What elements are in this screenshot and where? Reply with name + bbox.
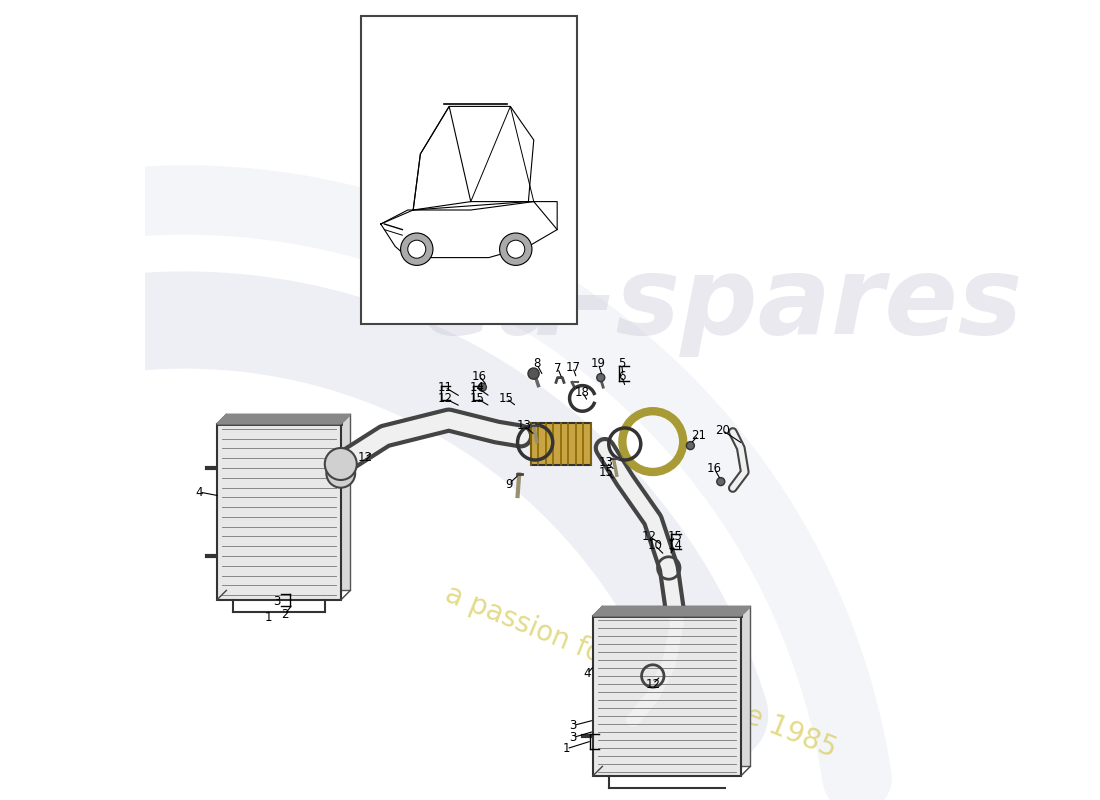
Text: 6: 6 <box>618 370 625 382</box>
FancyBboxPatch shape <box>531 423 591 465</box>
Polygon shape <box>414 106 534 210</box>
Text: 7: 7 <box>553 362 561 374</box>
Polygon shape <box>381 202 558 258</box>
Text: 17: 17 <box>565 361 581 374</box>
Text: 3: 3 <box>569 731 576 744</box>
Text: 15: 15 <box>668 530 683 542</box>
Text: 9: 9 <box>505 478 513 490</box>
Text: 14: 14 <box>668 539 683 552</box>
FancyBboxPatch shape <box>603 606 750 766</box>
Text: 12: 12 <box>358 451 372 464</box>
Text: 3: 3 <box>569 719 576 732</box>
Text: 21: 21 <box>691 429 706 442</box>
Text: 12: 12 <box>646 678 660 690</box>
Text: 3: 3 <box>273 595 280 608</box>
Text: 18: 18 <box>575 386 590 398</box>
Circle shape <box>408 240 426 258</box>
Circle shape <box>400 233 433 266</box>
Text: 15: 15 <box>470 392 484 405</box>
Circle shape <box>327 459 355 488</box>
FancyBboxPatch shape <box>361 16 576 324</box>
Circle shape <box>686 442 694 450</box>
Text: 12: 12 <box>438 392 452 405</box>
Polygon shape <box>217 414 351 424</box>
Text: 15: 15 <box>499 392 514 405</box>
Text: 16: 16 <box>707 462 722 475</box>
Text: 1: 1 <box>562 742 570 755</box>
Circle shape <box>324 448 356 480</box>
Text: 11: 11 <box>438 381 452 394</box>
Polygon shape <box>593 606 750 616</box>
FancyBboxPatch shape <box>593 616 740 776</box>
Text: 10: 10 <box>648 539 662 552</box>
Text: a passion for parts since 1985: a passion for parts since 1985 <box>441 581 840 763</box>
Text: 13: 13 <box>598 456 614 469</box>
FancyBboxPatch shape <box>217 424 341 600</box>
Text: 4: 4 <box>583 667 591 680</box>
Circle shape <box>717 478 725 486</box>
Text: 14: 14 <box>470 381 484 394</box>
Text: 1: 1 <box>265 611 273 624</box>
Text: 4: 4 <box>196 486 202 498</box>
FancyBboxPatch shape <box>227 414 351 590</box>
Text: 2: 2 <box>280 608 288 621</box>
Text: 13: 13 <box>517 419 531 432</box>
Circle shape <box>528 368 539 379</box>
Text: 15: 15 <box>598 466 614 478</box>
Text: 12: 12 <box>641 530 657 542</box>
Circle shape <box>499 233 532 266</box>
Text: 20: 20 <box>715 424 729 437</box>
Text: 8: 8 <box>534 358 540 370</box>
Text: 16: 16 <box>472 370 486 382</box>
Text: 19: 19 <box>591 358 606 370</box>
Circle shape <box>597 374 605 382</box>
Text: 5: 5 <box>618 358 625 370</box>
Text: eu-spares: eu-spares <box>419 251 1022 357</box>
Circle shape <box>478 383 486 391</box>
Circle shape <box>507 240 525 258</box>
